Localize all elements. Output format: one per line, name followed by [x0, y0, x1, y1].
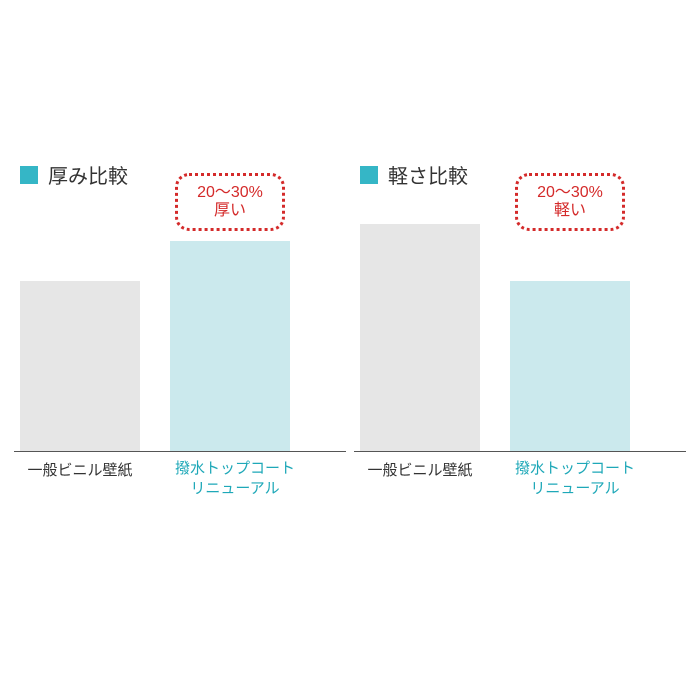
bar-label-general: 一般ビニル壁紙: [360, 459, 480, 500]
chart-lightness: 軽さ比較 20〜30% 軽い 一般ビニル壁紙 撥水トップコート リニューアル: [360, 160, 680, 700]
bar-label-general: 一般ビニル壁紙: [20, 459, 140, 500]
bars-area: 20〜30% 厚い: [20, 201, 340, 451]
axis-baseline: [354, 451, 686, 452]
bar-label-product: 撥水トップコート リニューアル: [160, 459, 310, 500]
bar-product: [510, 281, 630, 451]
bars-area: 20〜30% 軽い: [360, 201, 680, 451]
chart-thickness: 厚み比較 20〜30% 厚い 一般ビニル壁紙 撥水トップコート リニューアル: [20, 160, 340, 700]
bar-label-product: 撥水トップコート リニューアル: [500, 459, 650, 500]
chart-title-text: 軽さ比較: [388, 160, 468, 189]
callout-badge: 20〜30% 厚い: [175, 173, 285, 231]
callout-text: 厚い: [214, 202, 246, 220]
bar-label-product-line1: 撥水トップコート: [500, 459, 650, 479]
bar-general: [360, 224, 480, 451]
charts-container: 厚み比較 20〜30% 厚い 一般ビニル壁紙 撥水トップコート リニューアル 軽…: [0, 0, 700, 700]
x-labels: 一般ビニル壁紙 撥水トップコート リニューアル: [360, 459, 680, 500]
callout-badge: 20〜30% 軽い: [515, 173, 625, 231]
axis-baseline: [14, 451, 346, 452]
bar-label-product-line2: リニューアル: [160, 479, 310, 499]
chart-title-text: 厚み比較: [48, 160, 128, 189]
bar-label-product-line2: リニューアル: [500, 479, 650, 499]
title-square-icon: [360, 166, 378, 184]
callout-percent: 20〜30%: [537, 184, 603, 202]
bar-general: [20, 281, 140, 451]
callout-percent: 20〜30%: [197, 184, 263, 202]
callout-text: 軽い: [554, 202, 586, 220]
title-square-icon: [20, 166, 38, 184]
bar-label-product-line1: 撥水トップコート: [160, 459, 310, 479]
x-labels: 一般ビニル壁紙 撥水トップコート リニューアル: [20, 459, 340, 500]
bar-product: [170, 241, 290, 451]
